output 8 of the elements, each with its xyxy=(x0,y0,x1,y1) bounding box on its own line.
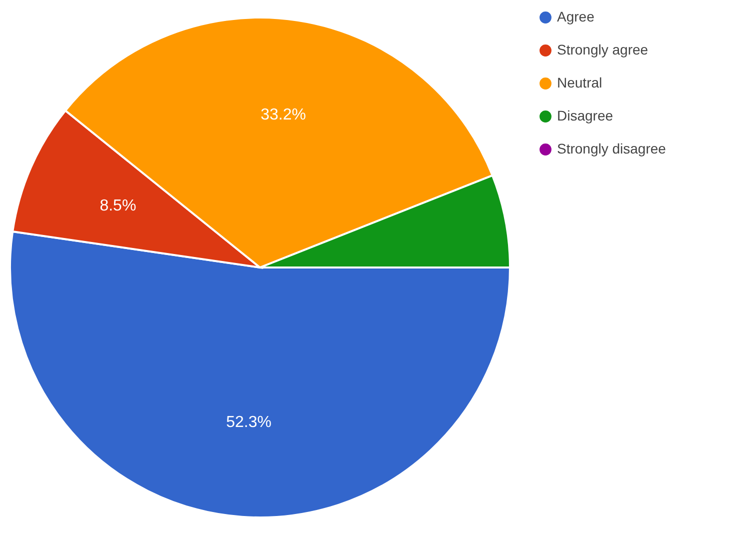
legend-label: Strongly disagree xyxy=(557,140,666,156)
legend-label: Neutral xyxy=(557,74,602,90)
legend-label: Agree xyxy=(557,8,595,24)
data-label: 52.3% xyxy=(226,414,272,432)
legend-label: Disagree xyxy=(557,108,614,124)
legend-label: Strongly agree xyxy=(557,42,648,58)
data-label: 8.5% xyxy=(100,197,136,214)
data-label: 33.2% xyxy=(260,106,306,124)
